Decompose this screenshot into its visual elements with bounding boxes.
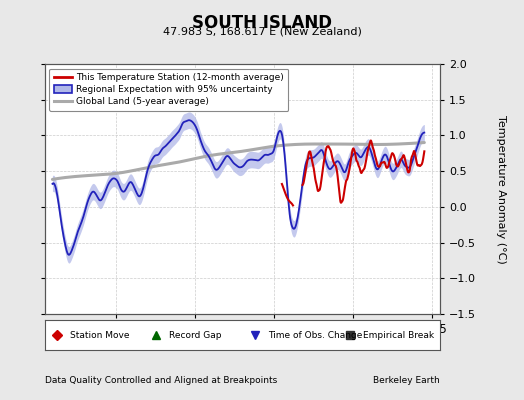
Text: Record Gap: Record Gap bbox=[169, 330, 222, 340]
Legend: This Temperature Station (12-month average), Regional Expectation with 95% uncer: This Temperature Station (12-month avera… bbox=[49, 68, 288, 111]
Text: Data Quality Controlled and Aligned at Breakpoints: Data Quality Controlled and Aligned at B… bbox=[45, 376, 277, 385]
Text: Berkeley Earth: Berkeley Earth bbox=[374, 376, 440, 385]
Y-axis label: Temperature Anomaly (°C): Temperature Anomaly (°C) bbox=[496, 115, 506, 263]
Text: Empirical Break: Empirical Break bbox=[363, 330, 434, 340]
Text: Station Move: Station Move bbox=[70, 330, 130, 340]
Text: 47.983 S, 168.617 E (New Zealand): 47.983 S, 168.617 E (New Zealand) bbox=[162, 26, 362, 36]
Text: SOUTH ISLAND: SOUTH ISLAND bbox=[192, 14, 332, 32]
Text: Time of Obs. Change: Time of Obs. Change bbox=[268, 330, 363, 340]
